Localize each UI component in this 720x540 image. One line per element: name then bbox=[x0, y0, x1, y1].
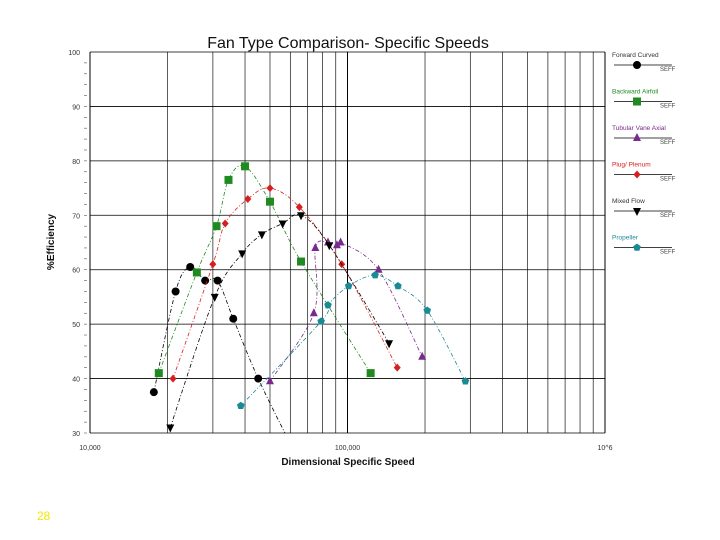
data-point-plug-plenum bbox=[221, 219, 229, 228]
data-point-propeller bbox=[461, 377, 470, 385]
y-tick-label: 90 bbox=[72, 104, 80, 111]
data-point-propeller bbox=[423, 306, 432, 314]
data-point-backward-airfoil bbox=[241, 162, 250, 171]
legend-marker bbox=[633, 133, 641, 141]
y-axis: 30 40 50 60 70 80 90 100 bbox=[68, 50, 91, 438]
data-point-mixed-flow bbox=[297, 212, 306, 221]
data-point-tubular-vane-axial bbox=[311, 242, 320, 251]
x-tick-label: 10^6 bbox=[598, 445, 613, 452]
data-point-propeller bbox=[394, 282, 402, 290]
data-point-propeller bbox=[236, 401, 245, 410]
data-point-tubular-vane-axial bbox=[309, 308, 318, 317]
series-mixed-flow bbox=[166, 212, 394, 433]
data-point-forward-curved bbox=[201, 276, 210, 285]
data-point-tubular-vane-axial bbox=[336, 237, 345, 246]
legend-sub: SEFF bbox=[660, 250, 676, 256]
data-point-backward-airfoil bbox=[212, 222, 221, 231]
series-plug-plenum bbox=[169, 184, 401, 383]
y-tick-label: 70 bbox=[72, 213, 80, 220]
data-point-mixed-flow bbox=[210, 293, 219, 302]
legend-marker bbox=[633, 208, 641, 216]
data-point-forward-curved bbox=[229, 314, 238, 323]
series-backward-airfoil bbox=[154, 162, 375, 378]
x-axis-label: Dimensional Specific Speed bbox=[281, 457, 414, 468]
data-point-tubular-vane-axial bbox=[374, 264, 383, 273]
legend-sub: SEFF bbox=[660, 213, 676, 219]
data-point-mixed-flow bbox=[278, 220, 287, 229]
series-layer bbox=[149, 162, 470, 433]
legend-name: Tubular Vane Axial bbox=[612, 125, 666, 132]
legend-item-mixed-flow: Mixed Flow SEFF bbox=[612, 198, 676, 219]
legend-name: Forward Curved bbox=[612, 52, 659, 59]
legend-name: Plug/ Plenum bbox=[612, 162, 651, 169]
data-point-backward-airfoil bbox=[154, 369, 163, 378]
data-point-tubular-vane-axial bbox=[418, 351, 427, 360]
data-point-backward-airfoil bbox=[192, 268, 201, 277]
legend-item-plug-plenum: Plug/ Plenum SEFF bbox=[612, 162, 676, 183]
data-point-tubular-vane-axial bbox=[332, 240, 341, 249]
y-tick-label: 80 bbox=[72, 159, 80, 166]
legend-item-tubular-vane-axial: Tubular Vane Axial SEFF bbox=[612, 125, 676, 146]
legend-marker bbox=[633, 97, 641, 106]
y-tick-label: 40 bbox=[72, 377, 80, 384]
data-point-forward-curved bbox=[213, 276, 222, 285]
y-tick-label: 30 bbox=[72, 431, 80, 438]
legend-name: Propeller bbox=[612, 235, 639, 242]
data-point-plug-plenum bbox=[266, 184, 274, 193]
data-point-plug-plenum bbox=[209, 260, 217, 269]
data-point-mixed-flow bbox=[325, 242, 334, 251]
y-axis-label: %Efficiency bbox=[46, 213, 57, 270]
data-point-mixed-flow bbox=[385, 340, 394, 349]
legend-name: Mixed Flow bbox=[612, 198, 645, 205]
data-point-forward-curved bbox=[149, 388, 158, 397]
y-tick-label: 50 bbox=[72, 322, 80, 329]
y-tick-label: 100 bbox=[68, 50, 80, 57]
data-point-propeller bbox=[371, 271, 379, 279]
data-point-backward-airfoil bbox=[265, 197, 274, 206]
data-point-tubular-vane-axial bbox=[265, 376, 274, 385]
legend-item-forward-curved: Forward Curved SEFF bbox=[612, 52, 676, 73]
data-point-propeller bbox=[324, 301, 332, 309]
x-tick-label: 100,000 bbox=[335, 445, 360, 452]
data-point-propeller bbox=[317, 317, 325, 325]
legend-sub: SEFF bbox=[660, 104, 676, 110]
data-point-propeller bbox=[344, 282, 353, 290]
data-point-mixed-flow bbox=[238, 250, 247, 259]
legend-marker bbox=[633, 61, 641, 69]
data-point-backward-airfoil bbox=[297, 257, 306, 266]
data-point-plug-plenum bbox=[393, 363, 401, 372]
series-propeller bbox=[236, 271, 470, 410]
data-point-mixed-flow bbox=[257, 231, 266, 240]
slide-number: 28 bbox=[37, 509, 51, 523]
data-point-plug-plenum bbox=[169, 374, 177, 383]
legend-marker bbox=[633, 243, 641, 251]
legend-item-backward-airfoil: Backward Airfoil SEFF bbox=[612, 89, 676, 110]
x-tick-label: 10,000 bbox=[79, 445, 101, 452]
data-point-forward-curved bbox=[171, 287, 180, 296]
data-point-forward-curved bbox=[254, 374, 263, 383]
data-point-forward-curved bbox=[186, 262, 195, 271]
data-point-plug-plenum bbox=[244, 194, 252, 203]
legend-sub: SEFF bbox=[660, 67, 676, 73]
legend-sub: SEFF bbox=[660, 140, 676, 146]
data-point-plug-plenum bbox=[295, 203, 303, 212]
data-point-mixed-flow bbox=[166, 424, 175, 433]
x-axis: 10,000 100,000 10^6 bbox=[79, 445, 612, 452]
data-point-backward-airfoil bbox=[224, 175, 233, 184]
legend-marker bbox=[633, 170, 641, 179]
data-point-backward-airfoil bbox=[366, 369, 375, 378]
series-line-backward-airfoil bbox=[158, 165, 371, 374]
legend-sub: SEFF bbox=[660, 177, 676, 183]
legend-name: Backward Airfoil bbox=[612, 89, 659, 96]
series-forward-curved bbox=[149, 262, 286, 433]
chart-title: Fan Type Comparison- Specific Speeds bbox=[207, 35, 489, 52]
y-tick-label: 60 bbox=[72, 268, 80, 275]
grid-lines bbox=[89, 51, 606, 434]
legend-item-propeller: Propeller SEFF bbox=[612, 235, 676, 256]
